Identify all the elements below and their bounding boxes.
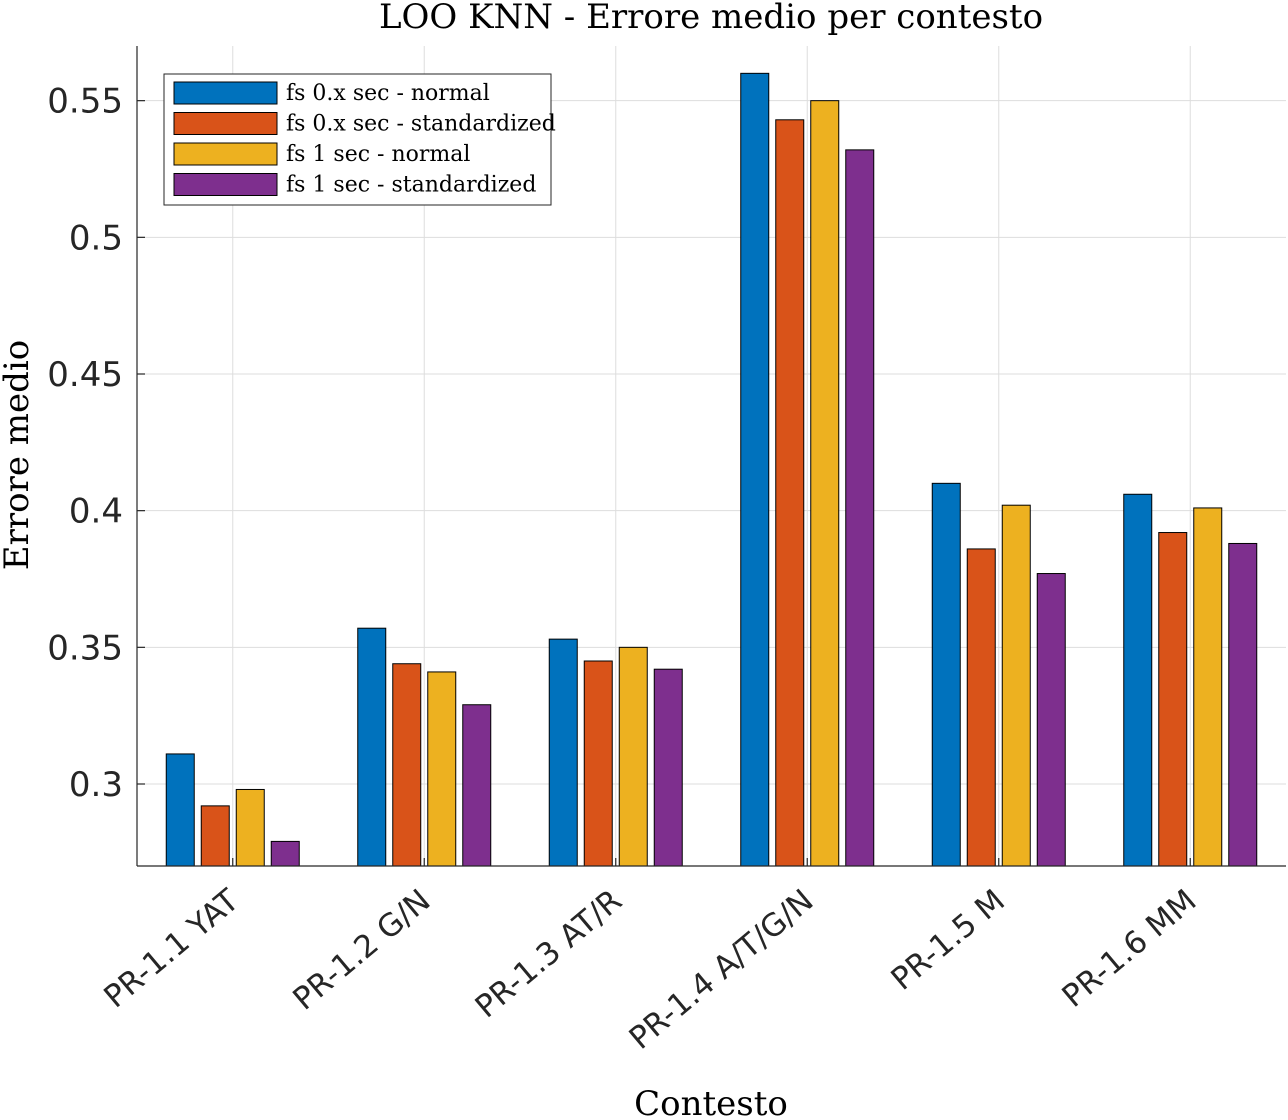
y-tick-label: 0.5 bbox=[69, 218, 123, 258]
chart-title: LOO KNN - Errore medio per contesto bbox=[379, 0, 1043, 37]
x-tick-label: PR-1.4 A/T/G/N bbox=[623, 883, 821, 1057]
bar bbox=[548, 638, 578, 867]
bar bbox=[200, 805, 230, 867]
bar bbox=[392, 663, 422, 867]
y-tick-label: 0.35 bbox=[47, 628, 123, 668]
bar bbox=[1193, 507, 1223, 867]
axes bbox=[136, 46, 1286, 867]
legend: fs 0.x sec - normal fs 0.x sec - standard… bbox=[163, 73, 556, 206]
legend-label: fs 1 sec - normal bbox=[286, 142, 470, 167]
bar bbox=[427, 671, 457, 867]
legend-label: fs 1 sec - standardized bbox=[286, 173, 536, 198]
y-axis-title: Errore medio bbox=[0, 340, 37, 570]
bar bbox=[583, 660, 613, 867]
bar bbox=[618, 646, 648, 867]
bar bbox=[740, 72, 770, 867]
bar bbox=[165, 753, 195, 867]
bar bbox=[1158, 532, 1188, 867]
x-tick-label: PR-1.1 YAT bbox=[97, 882, 246, 1015]
bar bbox=[462, 704, 492, 867]
legend-swatch bbox=[173, 81, 278, 105]
bar bbox=[845, 149, 875, 867]
legend-label: fs 0.x sec - normal bbox=[286, 81, 490, 106]
x-tick-label: PR-1.2 G/N bbox=[286, 883, 437, 1018]
legend-swatch bbox=[173, 112, 278, 135]
bar bbox=[653, 668, 683, 867]
legend-swatch bbox=[173, 142, 278, 166]
bar bbox=[966, 548, 996, 867]
bar bbox=[270, 840, 300, 867]
legend-swatch bbox=[173, 173, 278, 196]
x-axis-title: Contesto bbox=[634, 1084, 788, 1120]
bar bbox=[775, 119, 805, 867]
y-tick-labels: 0.3 0.35 0.4 0.45 0.5 0.55 bbox=[47, 82, 123, 805]
y-tick-label: 0.3 bbox=[69, 765, 123, 805]
x-tick-labels: PR-1.1 YAT PR-1.2 G/N PR-1.3 AT/RPR-1.4 A/… bbox=[97, 882, 1203, 1057]
y-tick-label: 0.4 bbox=[69, 492, 123, 532]
bar bbox=[357, 627, 387, 867]
bar bbox=[1001, 504, 1031, 867]
x-tick-label: PR-1.5 M bbox=[885, 883, 1012, 998]
y-tick-label: 0.45 bbox=[47, 355, 123, 395]
bar bbox=[810, 100, 840, 867]
x-tick-label: PR-1.6 MM bbox=[1056, 883, 1204, 1015]
bar bbox=[235, 788, 265, 867]
bar bbox=[931, 482, 961, 867]
x-tick-label: PR-1.3 AT/R bbox=[469, 883, 629, 1026]
bars bbox=[165, 72, 1258, 867]
y-tick-label: 0.55 bbox=[47, 82, 123, 122]
bar bbox=[1036, 573, 1066, 867]
bar bbox=[1123, 493, 1153, 867]
legend-label: fs 0.x sec - standardized bbox=[286, 112, 556, 137]
bar bbox=[1228, 542, 1258, 867]
